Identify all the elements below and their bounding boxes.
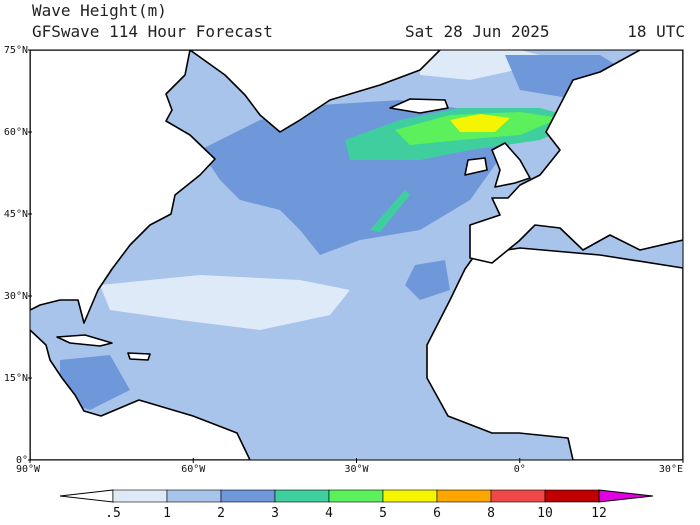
colorbar-segment — [112, 489, 168, 503]
lon-label: 30°W — [344, 464, 369, 475]
iceland — [389, 98, 449, 114]
time: 18 UTC — [627, 22, 685, 41]
map — [30, 50, 683, 460]
lat-label: 30°N — [4, 291, 28, 302]
colorbar-label: 5 — [379, 506, 387, 521]
colorbar-label: 3 — [271, 506, 279, 521]
greenland — [189, 50, 441, 133]
lon-label: 60°W — [181, 464, 206, 475]
calm-band — [100, 275, 350, 330]
north-america — [30, 50, 216, 324]
colorbar-arrow — [598, 489, 654, 503]
lon-label: 0° — [514, 464, 526, 475]
colorbar-segment — [220, 489, 276, 503]
model: GFSwave 114 Hour Forecast — [32, 22, 273, 41]
lat-label: 75°N — [4, 45, 28, 56]
colorbar-segment — [544, 489, 600, 503]
africa — [426, 247, 683, 460]
lon-label: 30°E — [659, 464, 683, 475]
lat-label: 60°N — [4, 127, 28, 138]
colorbar-label: 10 — [537, 506, 553, 521]
cuba — [56, 334, 113, 347]
ireland — [464, 157, 488, 176]
colorbar-segment — [490, 489, 546, 503]
colorbar-label: .5 — [105, 506, 121, 521]
europe — [469, 50, 683, 264]
colorbar-label: 8 — [487, 506, 495, 521]
colorbar-segment — [382, 489, 438, 503]
colorbar-arrow — [59, 489, 114, 503]
rough-area — [60, 355, 130, 410]
central-south-america — [30, 329, 251, 460]
colorbar-label: 2 — [217, 506, 225, 521]
lat-label: 15°N — [4, 373, 28, 384]
great-britain — [491, 142, 531, 188]
title: Wave Height(m) — [32, 1, 167, 20]
rough-area — [405, 260, 450, 300]
colorbar-label: 1 — [163, 506, 171, 521]
lat-label: 45°N — [4, 209, 28, 220]
colorbar-segment — [274, 489, 330, 503]
lon-label: 90°W — [16, 464, 41, 475]
colorbar-label: 4 — [325, 506, 333, 521]
colorbar-label: 12 — [591, 506, 607, 521]
colorbar-segment — [166, 489, 222, 503]
colorbar-segment — [328, 489, 384, 503]
date: Sat 28 Jun 2025 — [405, 22, 550, 41]
hispaniola — [127, 352, 151, 361]
peak-area — [450, 114, 510, 132]
colorbar: .5 1 2 3 4 5 6 8 10 12 — [59, 489, 654, 521]
high-wave-streak — [370, 190, 410, 232]
lat-label: 0° — [16, 455, 28, 466]
colorbar-segment — [436, 489, 492, 503]
colorbar-label: 6 — [433, 506, 441, 521]
